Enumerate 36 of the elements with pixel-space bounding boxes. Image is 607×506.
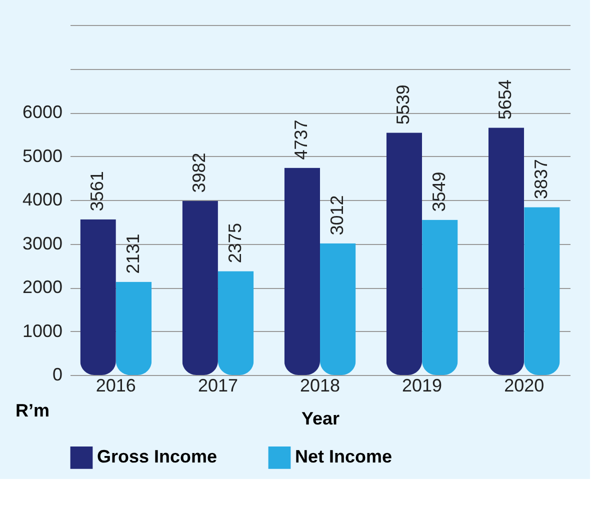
bar (116, 282, 152, 375)
data-label: 2375 (224, 223, 245, 264)
bar (320, 243, 356, 375)
y-tick-label: 0 (52, 364, 62, 384)
data-label: 5539 (393, 84, 414, 125)
legend-label: Net Income (295, 446, 392, 467)
bar (182, 200, 218, 375)
y-axis-title: R’m (16, 400, 50, 420)
x-axis-title: Year (301, 408, 340, 428)
x-tick-label: 2017 (198, 376, 238, 396)
y-tick-label: 4000 (22, 190, 62, 210)
y-tick-label: 5000 (22, 146, 62, 166)
data-label: 3561 (87, 171, 108, 212)
data-label: 3012 (326, 195, 347, 236)
bar (524, 207, 560, 375)
data-label: 4737 (291, 120, 312, 160)
y-tick-label: 6000 (22, 102, 62, 122)
y-tick-label: 1000 (22, 320, 62, 341)
x-tick-label: 2016 (96, 376, 136, 396)
bar (422, 220, 458, 375)
legend-label: Gross Income (97, 446, 218, 467)
bar (488, 128, 524, 375)
y-tick-label: 2000 (22, 277, 62, 297)
data-label: 3837 (530, 159, 551, 200)
data-label: 3549 (428, 172, 449, 212)
data-label: 5654 (495, 80, 516, 120)
x-tick-label: 2019 (402, 376, 442, 396)
y-tick-label: 3000 (22, 233, 62, 254)
x-tick-label: 2018 (300, 376, 340, 396)
x-tick-label: 2020 (504, 376, 544, 396)
bar (218, 271, 254, 375)
bar (284, 168, 320, 375)
data-label: 2131 (122, 234, 143, 274)
bar (80, 219, 116, 375)
data-label: 3982 (189, 152, 210, 193)
bar (386, 132, 422, 375)
